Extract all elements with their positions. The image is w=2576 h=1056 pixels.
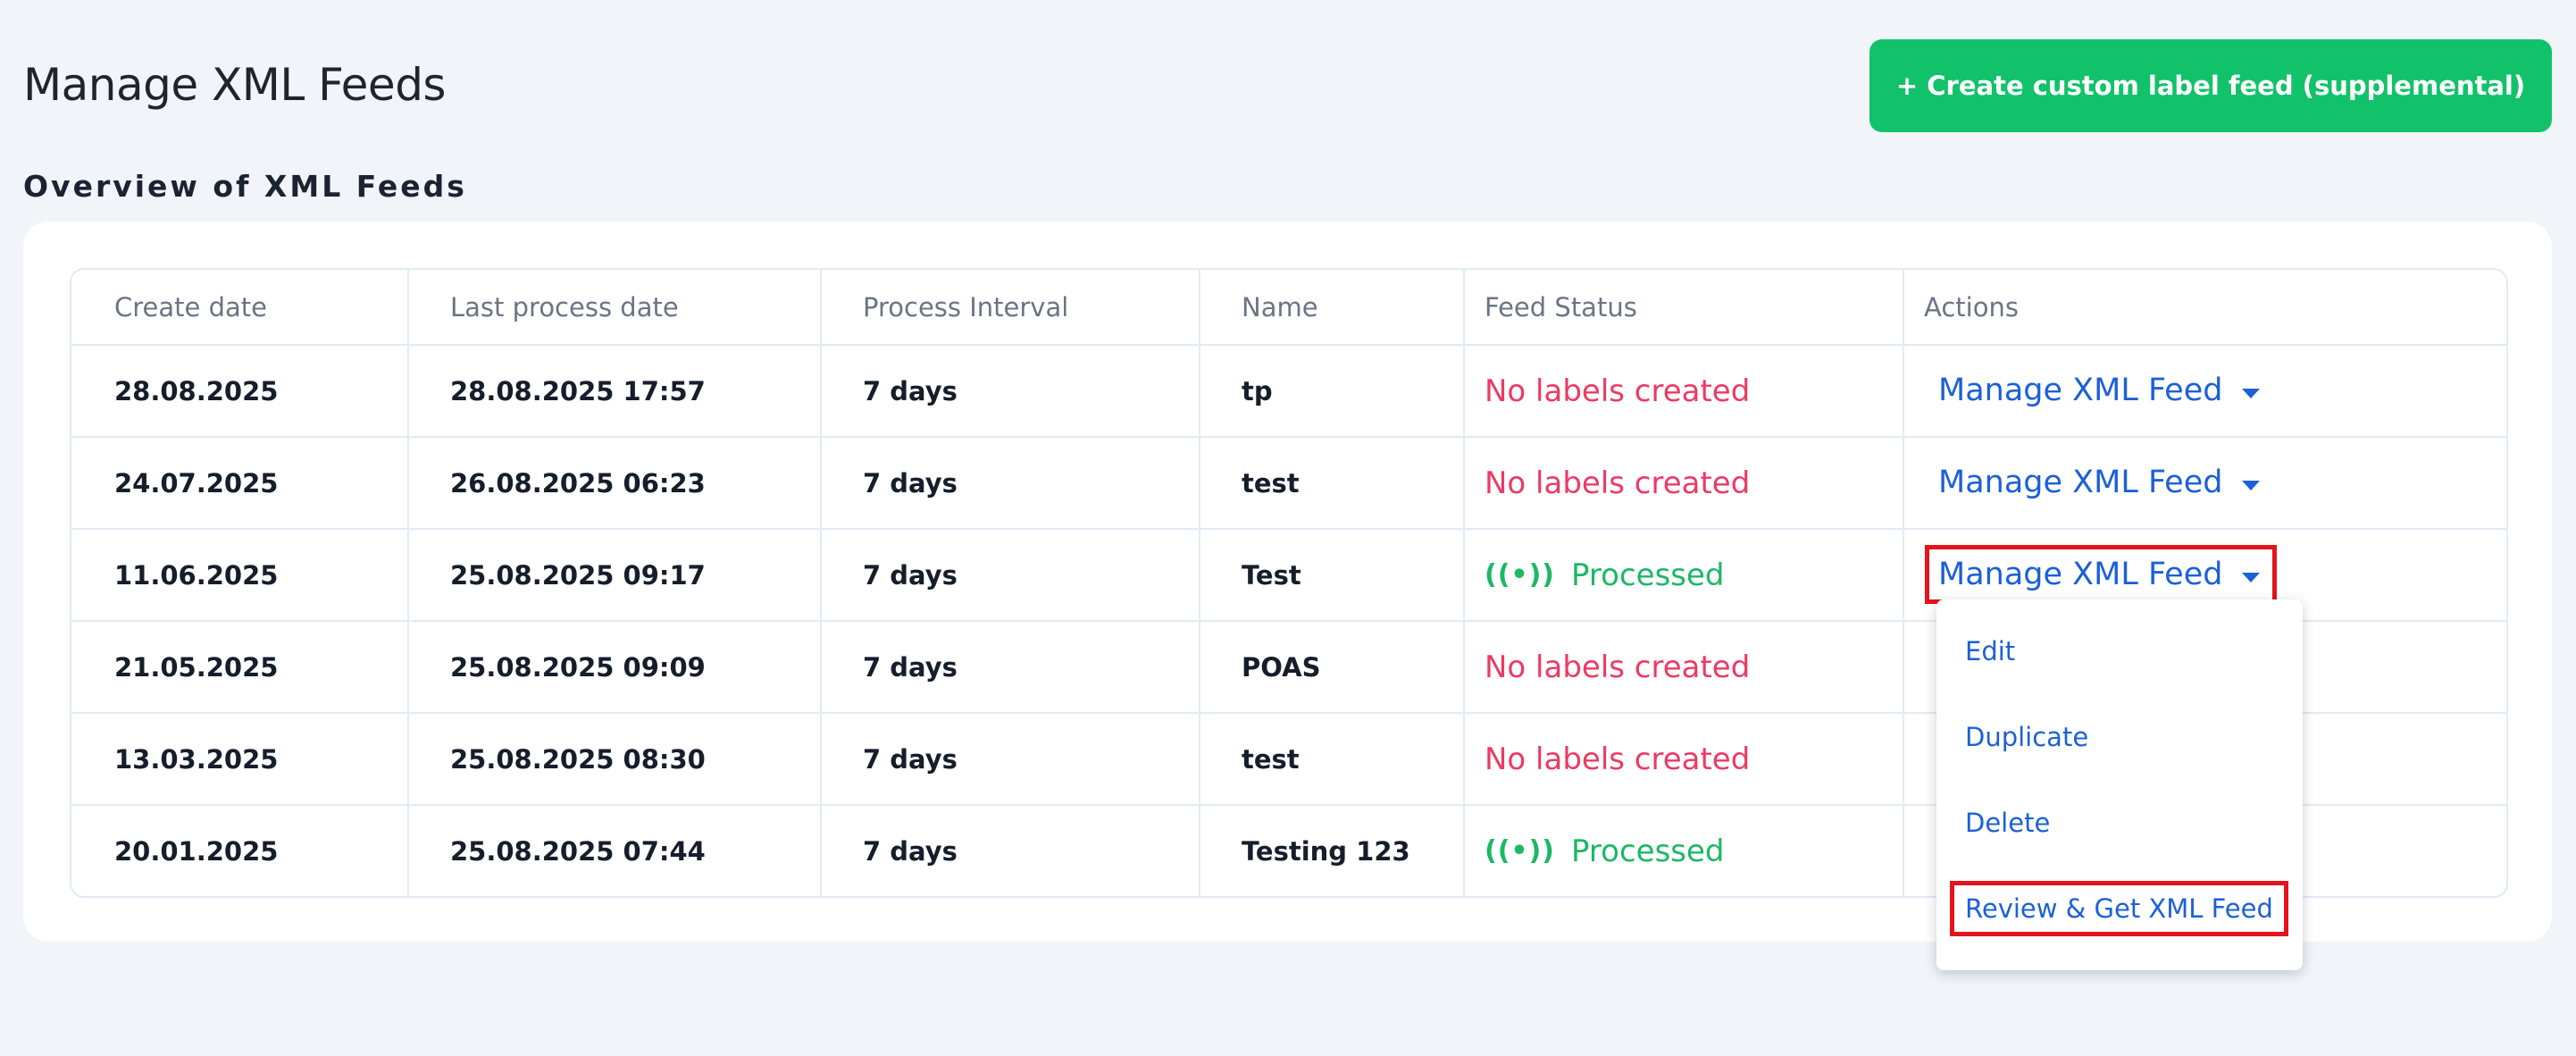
manage-xml-feed-dropdown-open[interactable]: Manage XML Feed bbox=[1924, 545, 2278, 604]
cell-process-interval: 7 days bbox=[822, 806, 1200, 896]
manage-xml-feed-label: Manage XML Feed bbox=[1938, 557, 2223, 592]
menu-item-review-get-xml-feed[interactable]: Review & Get XML Feed bbox=[1950, 881, 2288, 936]
table-row: 24.07.2025 26.08.2025 06:23 7 days test … bbox=[71, 438, 2506, 530]
section-title: Overview of XML Feeds bbox=[23, 169, 467, 204]
column-header-actions: Actions bbox=[1904, 270, 2506, 346]
status-processed: ((•)) Processed bbox=[1485, 557, 1725, 593]
column-header-last-process-date: Last process date bbox=[409, 270, 822, 346]
table-header-row: Create date Last process date Process In… bbox=[71, 270, 2506, 346]
cell-create-date: 21.05.2025 bbox=[71, 622, 409, 714]
menu-item-delete[interactable]: Delete bbox=[1965, 808, 2051, 838]
table-row: 13.03.2025 25.08.2025 08:30 7 days test … bbox=[71, 714, 2506, 806]
page-title: Manage XML Feeds bbox=[23, 59, 446, 111]
status-processed-label: Processed bbox=[1571, 557, 1725, 593]
cell-process-interval: 7 days bbox=[822, 622, 1200, 714]
status-no-labels: No labels created bbox=[1485, 649, 1751, 685]
cell-feed-status: No labels created bbox=[1465, 438, 1904, 530]
cell-actions: Manage XML Feed bbox=[1904, 346, 2506, 438]
cell-process-interval: 7 days bbox=[822, 438, 1200, 530]
cell-last-process-date: 25.08.2025 08:30 bbox=[409, 714, 822, 806]
cell-last-process-date: 25.08.2025 07:44 bbox=[409, 806, 822, 896]
column-header-feed-status: Feed Status bbox=[1465, 270, 1904, 346]
manage-xml-feed-label: Manage XML Feed bbox=[1938, 373, 2223, 408]
column-header-process-interval: Process Interval bbox=[822, 270, 1200, 346]
cell-last-process-date: 25.08.2025 09:09 bbox=[409, 622, 822, 714]
caret-down-icon bbox=[2242, 572, 2261, 582]
cell-feed-status: ((•)) Processed bbox=[1465, 530, 1904, 622]
cell-name: test bbox=[1200, 438, 1465, 530]
cell-actions: Manage XML Feed bbox=[1904, 438, 2506, 530]
broadcast-icon: ((•)) bbox=[1485, 835, 1556, 867]
create-custom-label-feed-button[interactable]: + Create custom label feed (supplemental… bbox=[1869, 39, 2552, 132]
column-header-create-date: Create date bbox=[71, 270, 409, 346]
cell-process-interval: 7 days bbox=[822, 530, 1200, 622]
manage-xml-feed-label: Manage XML Feed bbox=[1938, 465, 2223, 500]
feeds-table: Create date Last process date Process In… bbox=[70, 268, 2508, 898]
status-no-labels: No labels created bbox=[1485, 741, 1751, 777]
cell-feed-status: No labels created bbox=[1465, 622, 1904, 714]
status-no-labels: No labels created bbox=[1485, 373, 1751, 409]
cell-create-date: 20.01.2025 bbox=[71, 806, 409, 896]
table-row: 11.06.2025 25.08.2025 09:17 7 days Test … bbox=[71, 530, 2506, 622]
broadcast-icon: ((•)) bbox=[1485, 559, 1556, 591]
cell-process-interval: 7 days bbox=[822, 346, 1200, 438]
cell-process-interval: 7 days bbox=[822, 714, 1200, 806]
caret-down-icon bbox=[2242, 388, 2261, 398]
manage-xml-feed-dropdown[interactable]: Manage XML Feed bbox=[1929, 457, 2272, 507]
table-row: 20.01.2025 25.08.2025 07:44 7 days Testi… bbox=[71, 806, 2506, 896]
cell-name: POAS bbox=[1200, 622, 1465, 714]
manage-xml-feed-dropdown[interactable]: Manage XML Feed bbox=[1929, 365, 2272, 415]
cell-last-process-date: 26.08.2025 06:23 bbox=[409, 438, 822, 530]
cell-create-date: 24.07.2025 bbox=[71, 438, 409, 530]
cell-feed-status: ((•)) Processed bbox=[1465, 806, 1904, 896]
status-no-labels: No labels created bbox=[1485, 465, 1751, 501]
status-processed: ((•)) Processed bbox=[1485, 834, 1725, 869]
manage-xml-feed-menu: Edit Duplicate Delete Review & Get XML F… bbox=[1936, 599, 2303, 970]
cell-create-date: 28.08.2025 bbox=[71, 346, 409, 438]
table-row: 28.08.2025 28.08.2025 17:57 7 days tp No… bbox=[71, 346, 2506, 438]
cell-name: Testing 123 bbox=[1200, 806, 1465, 896]
cell-name: test bbox=[1200, 714, 1465, 806]
status-processed-label: Processed bbox=[1571, 833, 1725, 869]
cell-name: tp bbox=[1200, 346, 1465, 438]
cell-feed-status: No labels created bbox=[1465, 346, 1904, 438]
cell-name: Test bbox=[1200, 530, 1465, 622]
cell-create-date: 13.03.2025 bbox=[71, 714, 409, 806]
cell-feed-status: No labels created bbox=[1465, 714, 1904, 806]
menu-item-edit[interactable]: Edit bbox=[1965, 636, 2016, 666]
caret-down-icon bbox=[2242, 480, 2261, 490]
cell-last-process-date: 28.08.2025 17:57 bbox=[409, 346, 822, 438]
column-header-name: Name bbox=[1200, 270, 1465, 346]
cell-create-date: 11.06.2025 bbox=[71, 530, 409, 622]
cell-last-process-date: 25.08.2025 09:17 bbox=[409, 530, 822, 622]
menu-item-duplicate[interactable]: Duplicate bbox=[1965, 722, 2089, 752]
